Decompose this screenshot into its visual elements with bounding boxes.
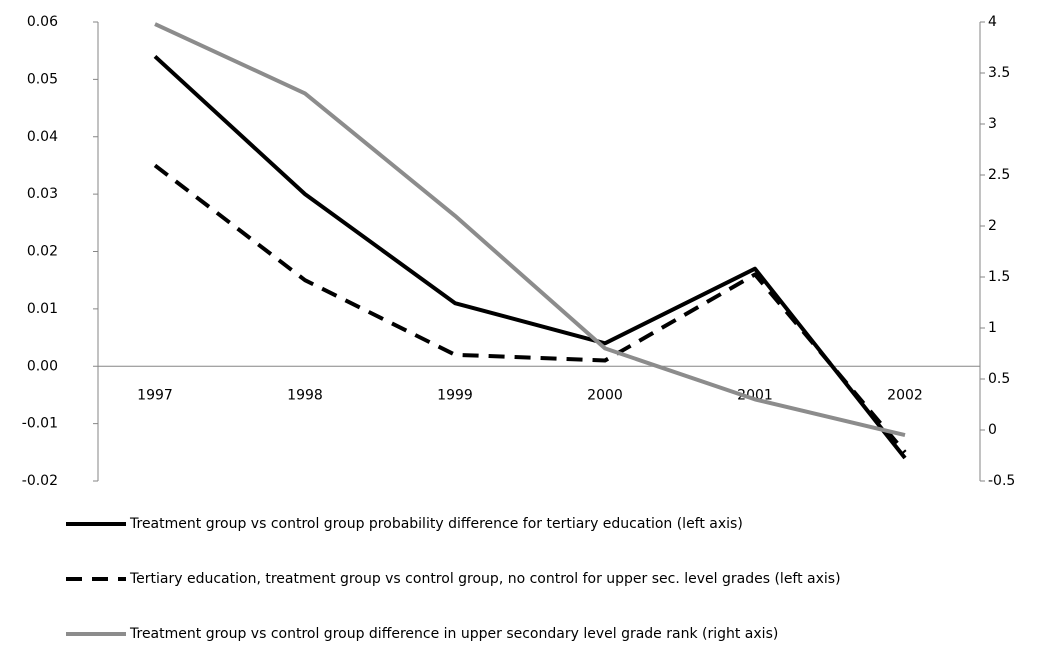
- legend-label: Treatment group vs control group probabi…: [129, 516, 743, 532]
- y-tick-label: -0.01: [22, 416, 58, 432]
- y-tick-label: -0.02: [22, 473, 58, 489]
- x-tick-label: 2001: [737, 387, 773, 403]
- legend-label: Tertiary education, treatment group vs c…: [129, 571, 841, 587]
- y-tick-label: 0.05: [27, 71, 58, 87]
- x-tick-label: 1998: [287, 387, 323, 403]
- y2-tick-label: 2.5: [988, 167, 1010, 183]
- y2-tick-label: 1.5: [988, 269, 1010, 285]
- series-line: [154, 22, 906, 438]
- y2-tick-label: 3.5: [988, 65, 1010, 81]
- legend-label: Treatment group vs control group differe…: [129, 626, 778, 642]
- y2-tick-label: 1: [988, 320, 997, 336]
- x-tick-label: 2000: [587, 387, 623, 403]
- x-tick-label: 2002: [887, 387, 923, 403]
- series-line: [153, 54, 907, 460]
- y2-tick-label: -0.5: [988, 473, 1015, 489]
- x-tick-label: 1999: [437, 387, 473, 403]
- y-tick-label: 0.04: [27, 129, 58, 145]
- y2-tick-label: 0: [988, 422, 997, 438]
- series-line: [153, 163, 907, 454]
- y2-tick-label: 4: [988, 14, 997, 30]
- y-tick-label: 0.01: [27, 301, 58, 317]
- y2-tick-label: 0.5: [988, 371, 1010, 387]
- y-tick-label: 0.03: [27, 186, 58, 202]
- y2-tick-label: 3: [988, 116, 997, 132]
- x-tick-label: 1997: [137, 387, 173, 403]
- y-tick-label: 0.06: [27, 14, 58, 30]
- y-tick-label: 0.00: [27, 358, 58, 374]
- y-tick-label: 0.02: [27, 244, 58, 260]
- y2-tick-label: 2: [988, 218, 997, 234]
